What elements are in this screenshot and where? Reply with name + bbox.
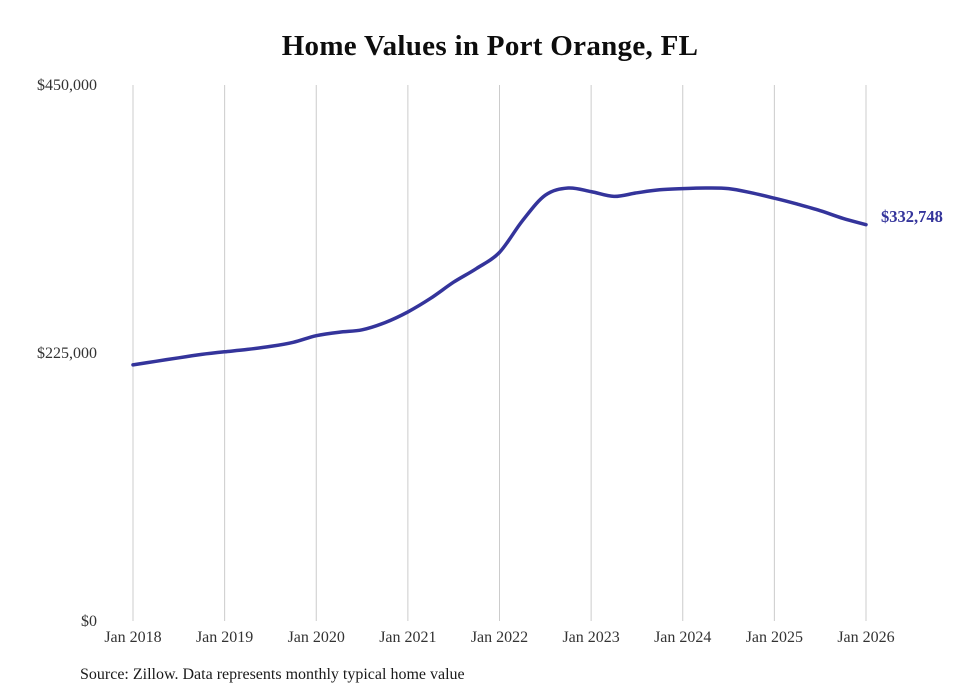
y-tick-label: $450,000 bbox=[37, 77, 97, 94]
x-tick-label: Jan 2023 bbox=[562, 629, 619, 646]
x-tick-label: Jan 2022 bbox=[471, 629, 528, 646]
source-note: Source: Zillow. Data represents monthly … bbox=[80, 666, 465, 683]
x-tick-label: Jan 2025 bbox=[746, 629, 803, 646]
home-value-line bbox=[131, 186, 868, 367]
x-tick-label: Jan 2018 bbox=[104, 629, 161, 646]
y-tick-label: $225,000 bbox=[37, 345, 97, 362]
x-tick-label: Jan 2020 bbox=[288, 629, 345, 646]
chart-title: Home Values in Port Orange, FL bbox=[281, 30, 699, 62]
x-tick-label: Jan 2021 bbox=[379, 629, 436, 646]
y-tick-label: $0 bbox=[81, 613, 97, 630]
latest-value-label: $332,748 bbox=[881, 206, 943, 226]
x-tick-label: Jan 2026 bbox=[837, 629, 894, 646]
x-tick-label: Jan 2024 bbox=[654, 629, 711, 646]
x-tick-label: Jan 2019 bbox=[196, 629, 253, 646]
